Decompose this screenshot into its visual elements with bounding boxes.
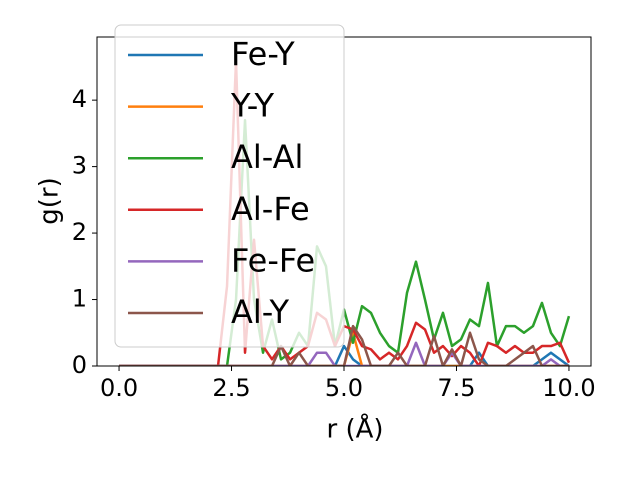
y-tick-label: 3	[72, 152, 87, 180]
x-tick-label: 5.0	[325, 374, 363, 402]
legend-label: Fe-Fe	[231, 241, 315, 279]
legend-label: Al-Y	[231, 293, 290, 331]
y-tick-label: 1	[72, 285, 87, 313]
legend-label: Y-Y	[230, 87, 275, 125]
line	[119, 344, 570, 366]
legend-label: Fe-Y	[231, 35, 295, 73]
legend-label: Al-Al	[231, 138, 303, 176]
y-tick-label: 0	[72, 351, 87, 379]
x-tick-label: 7.5	[437, 374, 475, 402]
y-tick-label: 2	[72, 218, 87, 246]
y-tick-label: 4	[72, 85, 87, 113]
x-tick-label: 10.0	[542, 374, 595, 402]
y-axis-label: g(r)	[35, 177, 65, 224]
legend-box	[114, 24, 345, 348]
x-tick-label: 0.0	[100, 374, 138, 402]
x-tick-label: 2.5	[212, 374, 250, 402]
x-axis-label: r (Å)	[326, 413, 383, 445]
legend: Fe-Y Y-Y Al-Al Al-Fe Fe-Fe Al-Y	[114, 24, 345, 348]
legend-label: Al-Fe	[231, 190, 310, 228]
